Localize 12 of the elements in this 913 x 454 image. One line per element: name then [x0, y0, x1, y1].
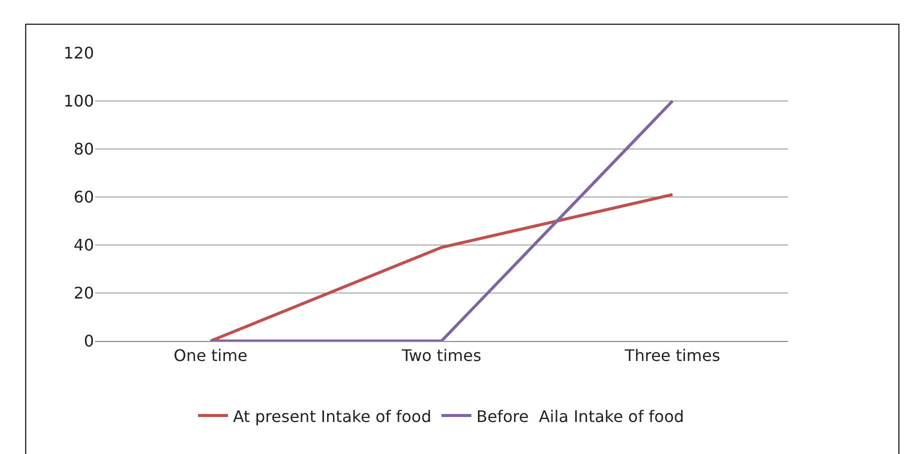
y-tick-label: 100 [63, 92, 94, 111]
x-tick-label: One time [174, 346, 248, 366]
x-tick-label: Three times [624, 346, 720, 366]
legend-label: Before Aila Intake of food [476, 406, 684, 426]
legend-label: At present Intake of food [233, 406, 432, 426]
y-tick-label: 120 [63, 44, 94, 63]
y-tick-label: 20 [74, 284, 94, 303]
x-tick-label: Two times [400, 346, 482, 366]
y-tick-label: 80 [74, 140, 94, 159]
y-tick-label: 0 [84, 332, 94, 351]
y-tick-label: 40 [74, 236, 94, 255]
y-tick-label: 60 [74, 188, 94, 207]
